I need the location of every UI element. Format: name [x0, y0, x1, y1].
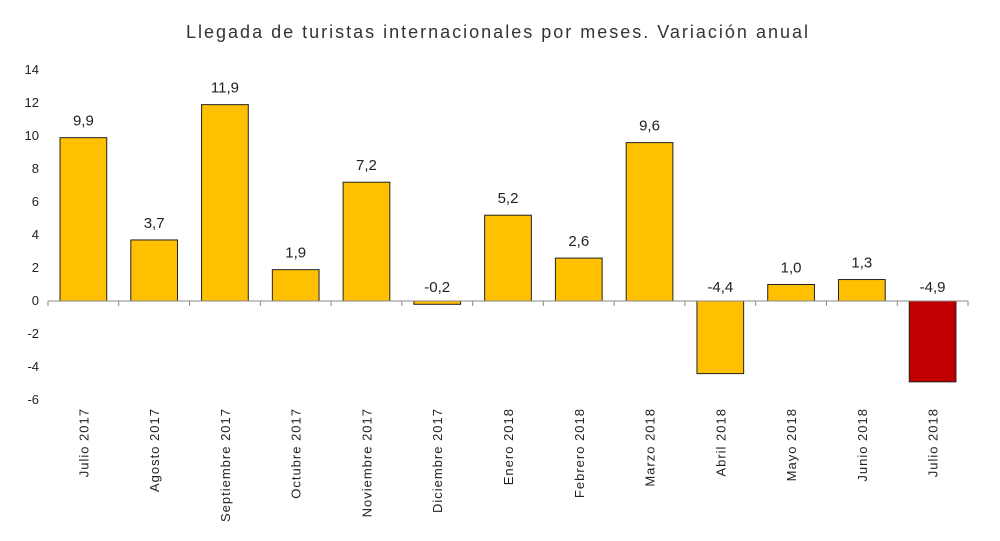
category-label: Julio 2017	[76, 408, 91, 477]
y-tick-label: -4	[27, 359, 39, 374]
data-label: 1,0	[781, 260, 802, 277]
data-label: 2,6	[568, 233, 589, 250]
data-label: 1,9	[285, 245, 306, 262]
category-label: Junio 2018	[855, 408, 870, 482]
data-label: -0,2	[424, 279, 450, 296]
data-label: -4,9	[920, 279, 946, 296]
y-tick-label: 10	[25, 128, 39, 143]
bar	[59, 137, 108, 302]
bar	[908, 300, 957, 383]
bar	[625, 142, 674, 302]
category-label: Mayo 2018	[784, 408, 799, 481]
y-tick-label: 2	[32, 260, 39, 275]
bars-group	[59, 104, 957, 383]
y-tick-label: 8	[32, 161, 39, 176]
category-label: Julio 2018	[926, 408, 941, 477]
category-label: Febrero 2018	[572, 408, 587, 498]
data-label: 7,2	[356, 157, 377, 174]
bar	[554, 257, 603, 302]
y-axis: 14 12 10 8 6 4 2 0 -2 -4 -6	[25, 62, 39, 407]
data-labels: 9,9 3,7 11,9 1,9 7,2 -0,2 5,2 2,6 9,6 -4,4 1,0 1,3 -…	[73, 80, 946, 296]
bar	[342, 181, 391, 302]
category-label: Octubre 2017	[289, 408, 304, 499]
category-label: Enero 2018	[501, 408, 516, 485]
category-label: Abril 2018	[713, 408, 728, 477]
bar	[271, 269, 320, 302]
y-tick-label: 0	[32, 293, 39, 308]
data-label: 9,9	[73, 113, 94, 130]
category-label: Septiembre 2017	[218, 408, 233, 522]
data-label: 3,7	[144, 215, 165, 232]
bar	[130, 239, 179, 302]
data-label: 11,9	[211, 80, 239, 97]
data-label: 9,6	[639, 118, 660, 135]
bar	[484, 214, 532, 302]
bar	[767, 284, 815, 302]
category-label: Diciembre 2017	[430, 408, 445, 513]
y-tick-label: 12	[25, 95, 39, 110]
bar	[201, 104, 249, 302]
category-label: Marzo 2018	[643, 408, 658, 487]
y-tick-label: 6	[32, 194, 39, 209]
y-tick-label: -2	[27, 326, 39, 341]
y-tick-label: -6	[27, 392, 39, 407]
category-label: Agosto 2017	[147, 408, 162, 492]
data-label: 5,2	[498, 190, 519, 207]
bar	[837, 279, 886, 302]
data-label: 1,3	[851, 255, 872, 272]
y-tick-label: 14	[25, 62, 39, 77]
bar	[696, 300, 745, 375]
chart-title: Llegada de turistas internacionales por …	[186, 22, 810, 42]
y-tick-label: 4	[32, 227, 39, 242]
category-label: Noviembre 2017	[359, 408, 374, 517]
x-axis	[47, 300, 969, 306]
data-label: -4,4	[707, 279, 733, 296]
category-labels: Julio 2017 Agosto 2017 Septiembre 2017 Octu…	[76, 408, 940, 522]
